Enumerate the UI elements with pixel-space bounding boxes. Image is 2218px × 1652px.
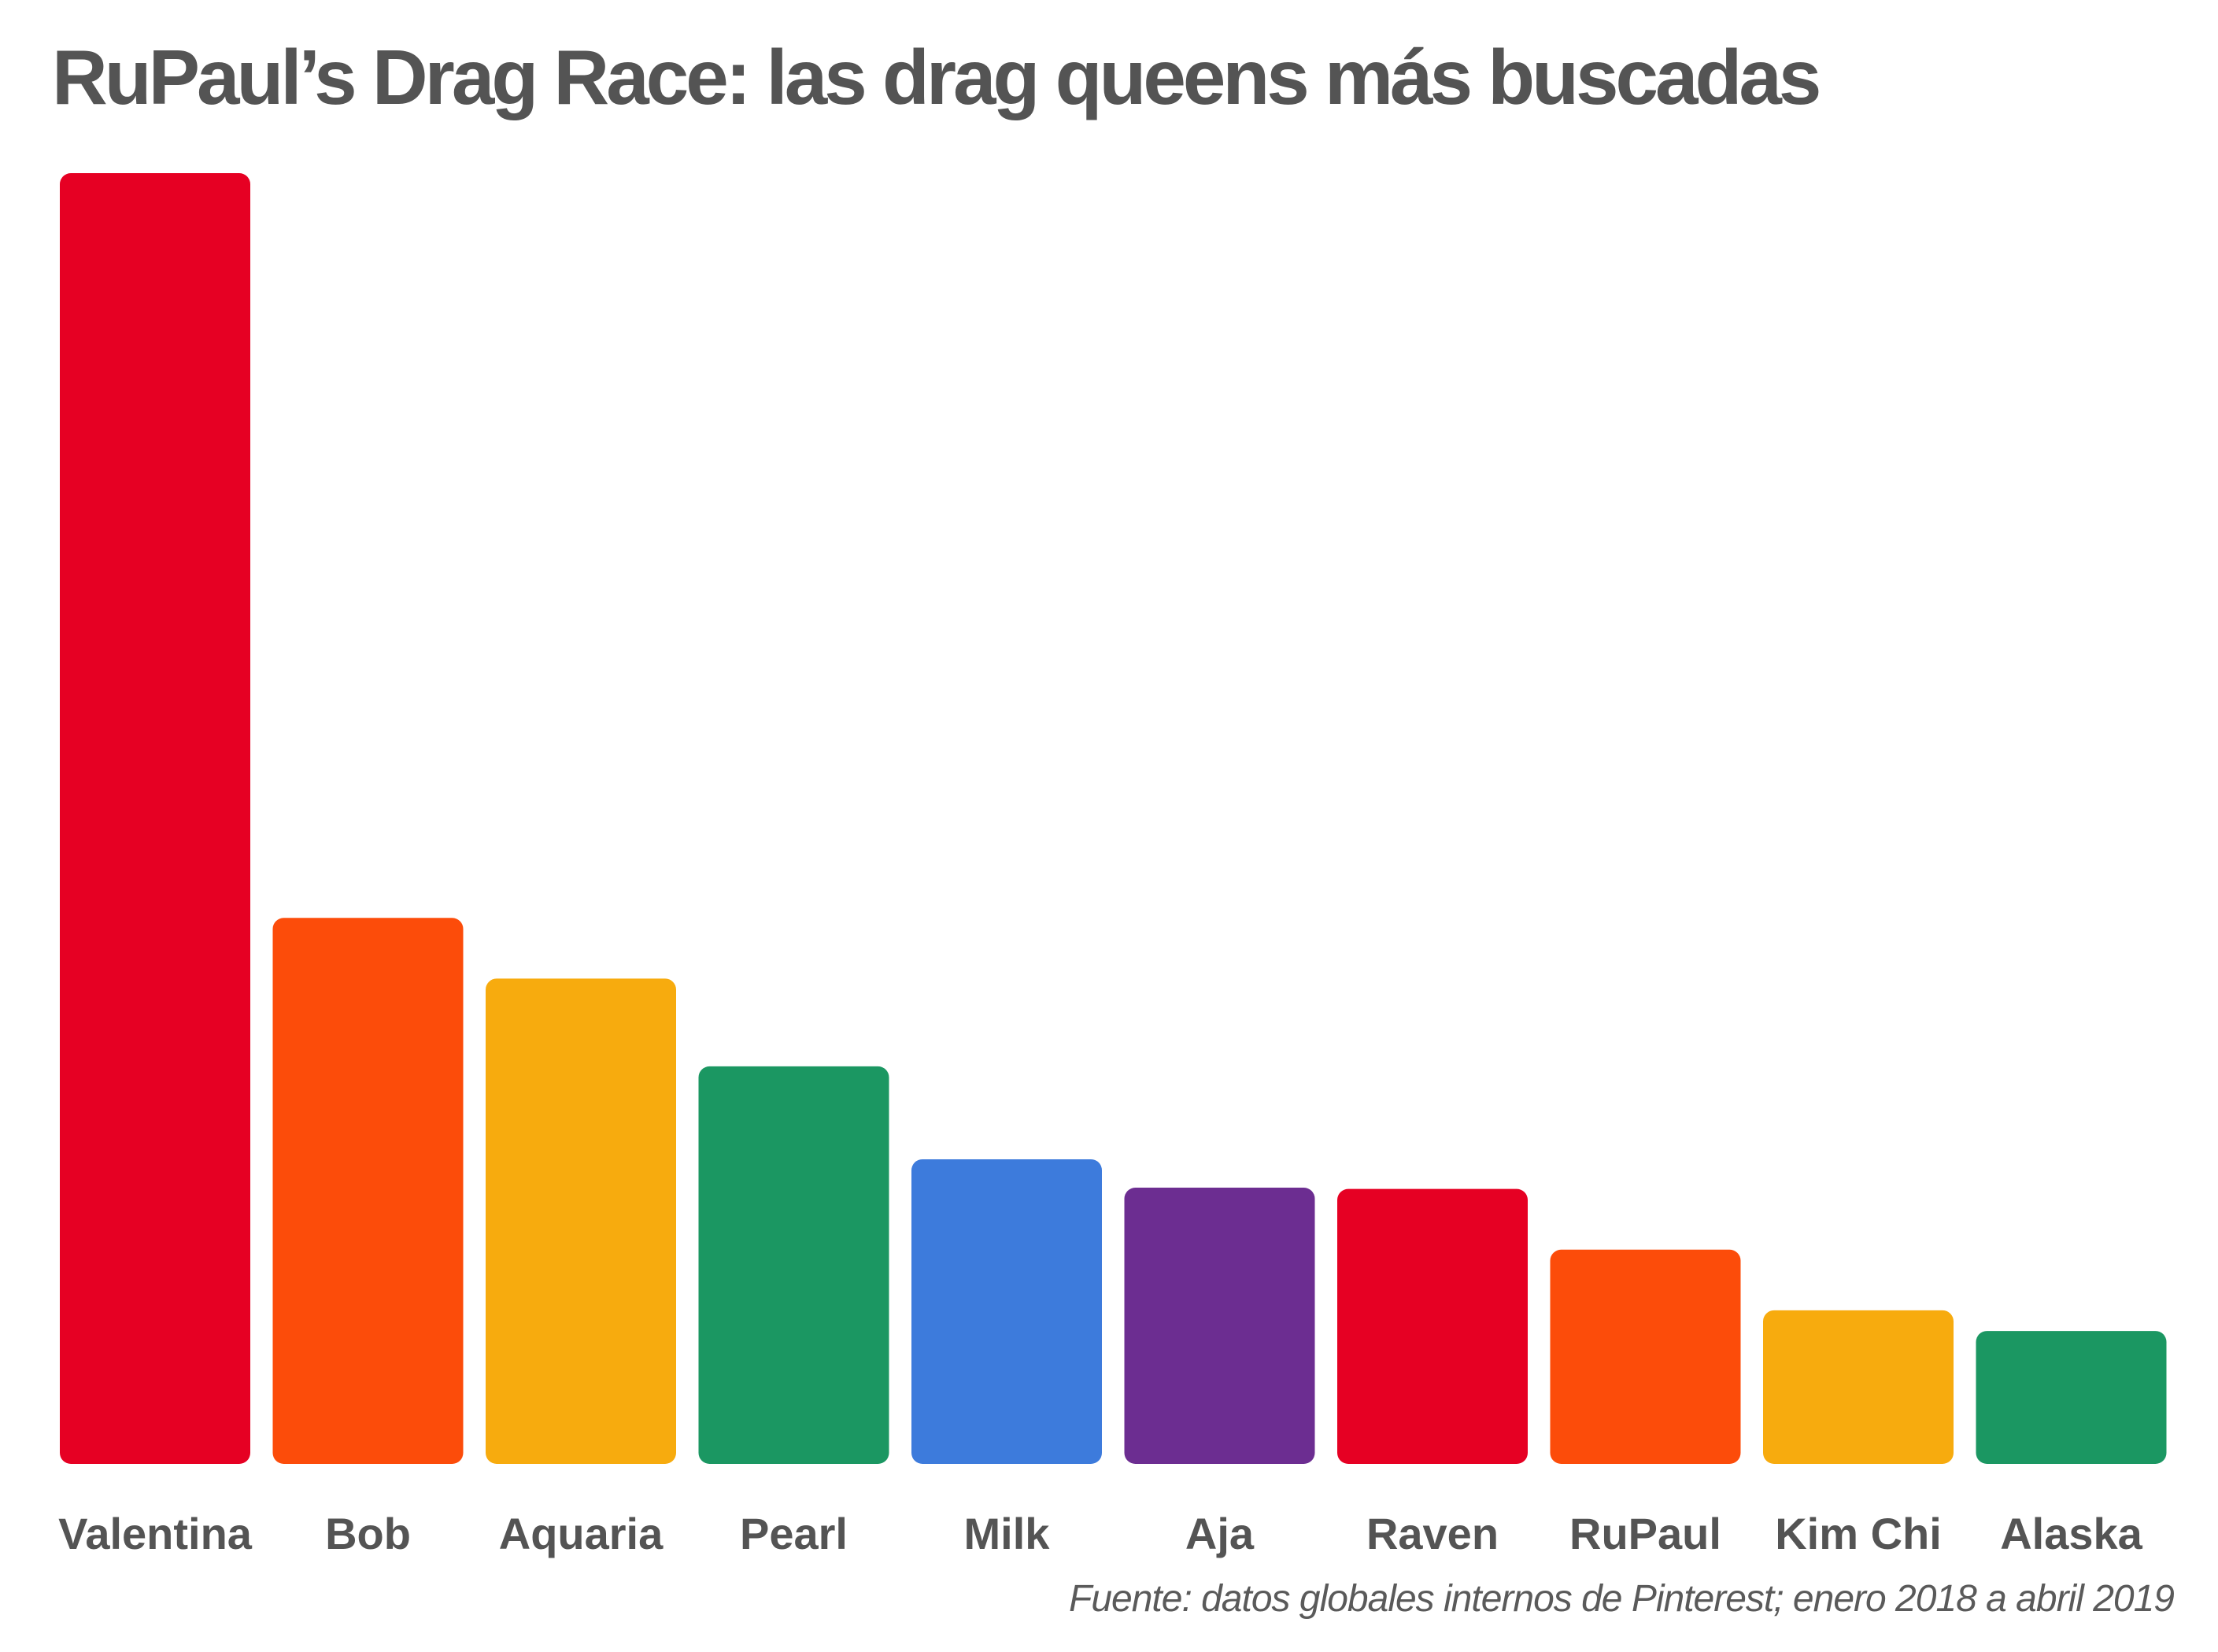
bar-aquaria <box>486 978 676 1464</box>
category-label: Raven <box>1366 1509 1499 1558</box>
bar-alaska <box>1976 1331 2167 1464</box>
category-label: Aja <box>1185 1509 1255 1558</box>
bar-rupaul <box>1550 1249 1741 1464</box>
bar-kim-chi <box>1763 1310 1954 1464</box>
category-label: Bob <box>325 1509 411 1558</box>
bar-aja <box>1124 1188 1315 1464</box>
bar-milk <box>911 1159 1102 1464</box>
category-label: Kim Chi <box>1775 1509 1942 1558</box>
category-label: Milk <box>964 1509 1051 1558</box>
chart-title: RuPaul’s Drag Race: las drag queens más … <box>52 34 1821 120</box>
category-label: Aquaria <box>499 1509 664 1558</box>
source-note: Fuente: datos globales internos de Pinte… <box>1069 1578 2175 1620</box>
category-label: RuPaul <box>1569 1509 1721 1558</box>
category-label: Pearl <box>740 1509 848 1558</box>
bar-pearl <box>698 1066 889 1464</box>
bar-bob <box>272 918 464 1464</box>
category-label: Alaska <box>2000 1509 2142 1558</box>
category-labels-group: Valentina Bob Aquaria Pearl Milk Aja Raven RuPa… <box>58 1509 2143 1558</box>
category-label: Valentina <box>58 1509 253 1558</box>
bar-raven <box>1337 1188 1528 1464</box>
bars-group <box>60 173 2167 1464</box>
bar-valentina <box>60 173 250 1464</box>
